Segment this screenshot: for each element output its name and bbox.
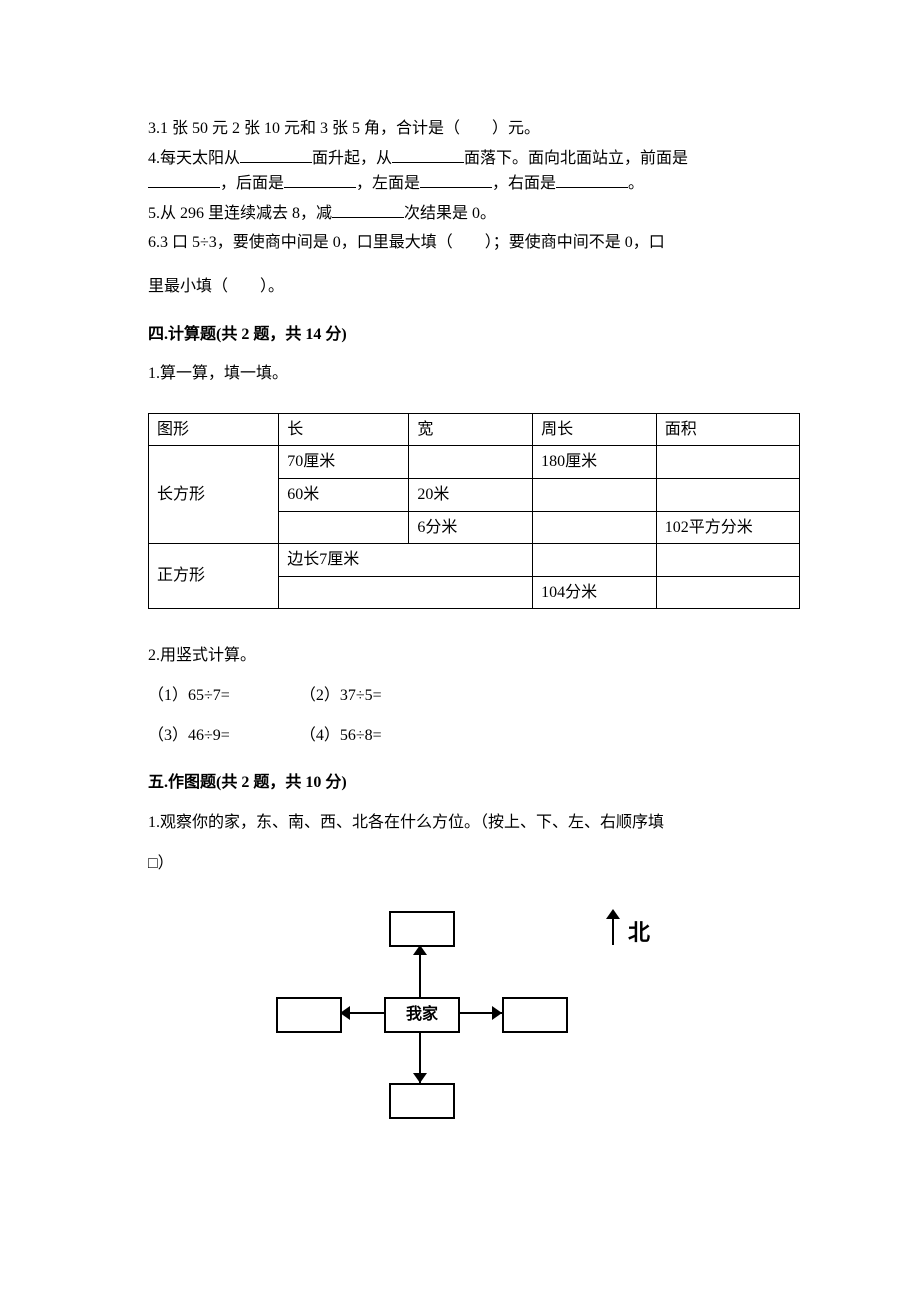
north-label: 北 [628, 915, 650, 950]
question-4: 4.每天太阳从 面升起，从 面落下。面向北面站立，前面是 ，后面是 ，左面是 ，右面是 。 [148, 146, 800, 197]
sec5-question-1-line1: 1.观察你的家，东、南、西、北各在什么方位。（按上、下、左、右顺序填 [148, 810, 800, 836]
blank [392, 148, 464, 163]
sec4-question-1: 1.算一算，填一填。 [148, 361, 800, 387]
q4-part-e: ，左面是 [356, 175, 420, 192]
table-header-cell: 图形 [149, 413, 279, 446]
table-header-cell: 面积 [656, 413, 799, 446]
diagram-bottom-box [389, 1083, 455, 1119]
table-cell [656, 478, 799, 511]
blank [332, 203, 404, 218]
diagram-right-box [502, 997, 568, 1033]
calc-row-1: （1）65÷7= （2）37÷5= [148, 683, 800, 709]
table-cell: 70厘米 [279, 446, 409, 479]
table-cell [533, 511, 657, 544]
arrow-down-icon [413, 1073, 427, 1083]
table-cell: 60米 [279, 478, 409, 511]
table-cell: 长方形 [149, 446, 279, 544]
section-4-heading: 四.计算题(共 2 题，共 14 分) [148, 322, 800, 348]
table-cell: 180厘米 [533, 446, 657, 479]
q5-part-a: 5.从 296 里连续减去 8，减 [148, 205, 332, 222]
q5-part-b: 次结果是 0。 [404, 205, 496, 222]
blank [284, 173, 356, 188]
table-cell [409, 446, 533, 479]
table-cell [533, 544, 657, 577]
calc-2: （2）37÷5= [300, 683, 382, 709]
table-cell [656, 576, 799, 609]
table-cell [656, 544, 799, 577]
north-arrow-icon [606, 909, 620, 919]
question-6-line2: 里最小填（ ）。 [148, 274, 800, 300]
section-5-heading: 五.作图题(共 2 题，共 10 分) [148, 770, 800, 796]
sec4-question-2: 2.用竖式计算。 [148, 643, 800, 669]
arrow-up-icon [413, 945, 427, 955]
calc-row-2: （3）46÷9= （4）56÷8= [148, 723, 800, 749]
diagram-top-box [389, 911, 455, 947]
table-header-cell: 长 [279, 413, 409, 446]
sec5-question-1-line2: □） [148, 851, 800, 877]
table-cell: 正方形 [149, 544, 279, 609]
calc-4: （4）56÷8= [300, 723, 382, 749]
q4-part-d: ，后面是 [220, 175, 284, 192]
table-header-cell: 宽 [409, 413, 533, 446]
q4-part-b: 面升起，从 [312, 150, 392, 167]
blank [556, 173, 628, 188]
question-5: 5.从 296 里连续减去 8，减 次结果是 0。 [148, 201, 800, 227]
q4-part-g: 。 [628, 175, 644, 192]
question-6-line1: 6.3 口 5÷3，要使商中间是 0，口里最大填（ ）；要使商中间不是 0，口 [148, 230, 800, 256]
shape-calc-table: 图形长宽周长面积长方形70厘米 180厘米 60米20米6分米 102平方分米正方形边… [148, 413, 800, 610]
table-cell: 边长7厘米 [279, 544, 533, 577]
calc-1: （1）65÷7= [148, 683, 230, 709]
table-cell [279, 576, 533, 609]
diagram-center-box: 我家 [384, 997, 460, 1033]
question-3: 3.1 张 50 元 2 张 10 元和 3 张 5 角，合计是（ ）元。 [148, 116, 800, 142]
table-cell: 20米 [409, 478, 533, 511]
table-cell: 104分米 [533, 576, 657, 609]
calc-3: （3）46÷9= [148, 723, 230, 749]
table-cell [279, 511, 409, 544]
table-cell [656, 446, 799, 479]
blank [240, 148, 312, 163]
table-cell [533, 478, 657, 511]
worksheet-page: 3.1 张 50 元 2 张 10 元和 3 张 5 角，合计是（ ）元。 4.… [0, 0, 920, 1203]
blank [148, 173, 220, 188]
diagram-left-box [276, 997, 342, 1033]
blank [420, 173, 492, 188]
arrow-right-icon [492, 1006, 502, 1020]
q4-part-c: 面落下。面向北面站立，前面是 [464, 150, 688, 167]
q4-part-a: 4.每天太阳从 [148, 150, 240, 167]
q4-part-f: ，右面是 [492, 175, 556, 192]
north-arrow-line [612, 915, 614, 945]
compass-diagram: 我家 北 [244, 893, 704, 1143]
table-cell: 6分米 [409, 511, 533, 544]
arrow-left-icon [340, 1006, 350, 1020]
table-cell: 102平方分米 [656, 511, 799, 544]
table-header-cell: 周长 [533, 413, 657, 446]
